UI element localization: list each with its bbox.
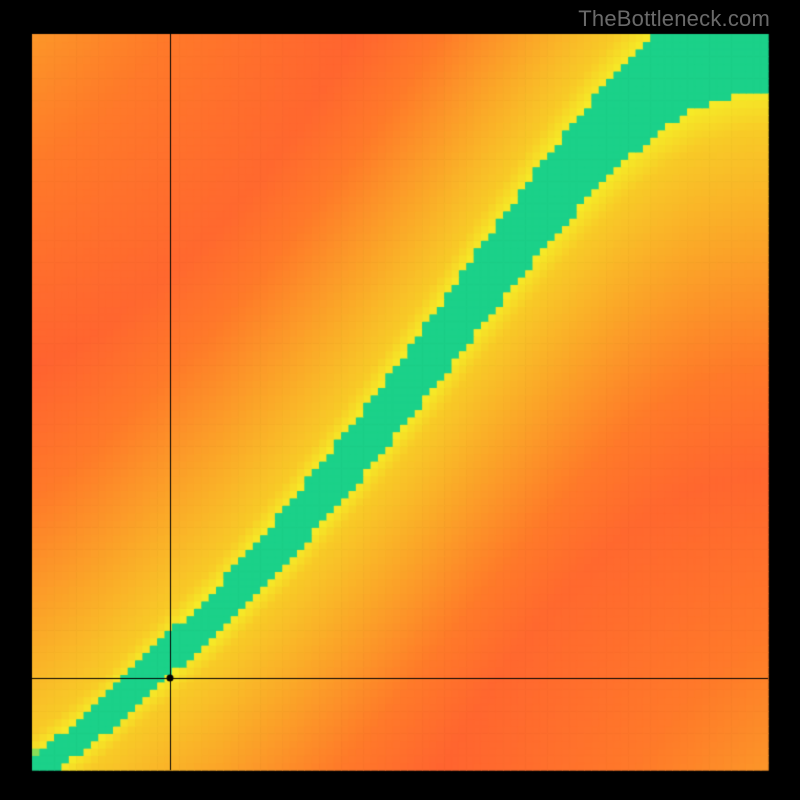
chart-frame: TheBottleneck.com — [0, 0, 800, 800]
bottleneck-heatmap — [0, 0, 800, 800]
watermark-text: TheBottleneck.com — [578, 6, 770, 32]
